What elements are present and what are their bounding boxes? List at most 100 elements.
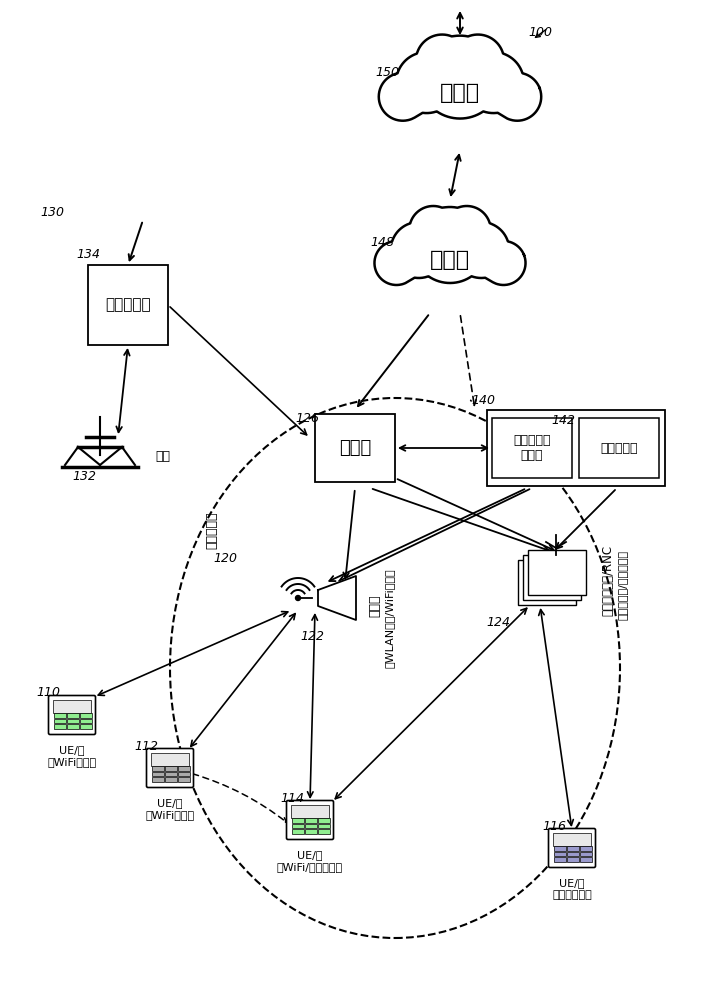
Bar [315,414,395,482]
Circle shape [493,73,541,121]
FancyBboxPatch shape [548,828,596,867]
Bar [54,713,66,718]
Text: 150: 150 [375,66,399,80]
Bar [292,824,304,828]
Bar [67,719,79,723]
Bar [580,846,592,851]
Bar [579,418,659,478]
Bar [567,846,579,851]
Text: 接入点: 接入点 [368,595,382,617]
Text: （WLAN系统/WiFi服务）: （WLAN系统/WiFi服务） [385,568,395,668]
Text: 路由器: 路由器 [339,439,371,457]
Bar [292,829,304,834]
Bar [567,857,579,862]
Bar [554,846,566,851]
Text: 因特网: 因特网 [430,250,470,270]
Bar [53,700,91,713]
Bar [152,766,164,771]
Bar [54,724,66,729]
Text: UE/站
（WiFi用户）: UE/站 （WiFi用户） [48,745,97,767]
Circle shape [430,207,470,247]
Text: 114: 114 [280,792,304,804]
FancyBboxPatch shape [146,748,193,788]
Bar [178,766,190,771]
Circle shape [391,222,447,278]
Circle shape [375,241,419,285]
Text: 142: 142 [551,414,575,428]
Bar [165,777,177,782]
Bar [580,852,592,856]
Text: 基站: 基站 [155,450,170,464]
Text: UE/站
（WiFi用户）: UE/站 （WiFi用户） [146,798,195,820]
Text: 112: 112 [134,740,158,752]
Bar [178,777,190,782]
Bar [80,719,92,723]
Bar [318,829,330,834]
Bar [152,772,164,776]
Circle shape [396,52,457,113]
Bar [88,265,168,345]
Bar [80,713,92,718]
Circle shape [296,595,301,600]
Text: 110: 110 [36,686,60,700]
Bar [291,805,329,818]
Bar [518,560,576,605]
Circle shape [412,207,488,283]
Text: 100: 100 [528,25,552,38]
Bar [292,818,304,823]
Bar [67,713,79,718]
Text: 小蜂屢小区: 小蜂屢小区 [205,511,218,549]
Text: 116: 116 [542,820,566,832]
Bar [580,857,592,862]
Bar [318,818,330,823]
Text: 系统控制器: 系统控制器 [105,298,151,312]
FancyBboxPatch shape [287,800,333,840]
Bar [487,410,665,486]
FancyBboxPatch shape [48,696,95,734]
Circle shape [438,36,482,79]
Text: 小蜂屢小区
控制器: 小蜂屢小区 控制器 [513,434,551,462]
Bar [178,772,190,776]
Bar [80,724,92,729]
Text: 切换管理器: 切换管理器 [600,442,638,454]
Circle shape [416,35,469,87]
Text: 148: 148 [370,236,394,249]
Text: 核心网: 核心网 [440,83,480,103]
Bar [554,857,566,862]
Polygon shape [318,576,356,620]
Bar [492,418,572,478]
Text: 124: 124 [486,615,510,629]
Bar [54,719,66,723]
Circle shape [379,73,427,121]
Bar [318,824,330,828]
Text: UE/站
（WiFi/毫微用户）: UE/站 （WiFi/毫微用户） [277,850,343,872]
Text: 132: 132 [72,471,96,484]
Circle shape [451,35,504,87]
Text: 140: 140 [471,393,495,406]
Text: 毫微蜂屢小区/RNC: 毫微蜂屢小区/RNC [602,544,614,616]
Text: 130: 130 [40,206,64,219]
Bar [523,555,581,600]
Bar [305,829,317,834]
Text: 126: 126 [295,412,319,424]
Text: UE/站
（毫微用户）: UE/站 （毫微用户） [552,878,592,900]
Text: （蜂屢系统/蜂屢服务）: （蜂屢系统/蜂屢服务） [618,550,628,620]
Circle shape [443,206,491,254]
Circle shape [481,241,525,285]
Bar [67,724,79,729]
Bar [152,777,164,782]
Bar [567,852,579,856]
Circle shape [463,52,524,113]
Text: 134: 134 [76,248,100,261]
Bar [553,833,591,846]
Bar [305,818,317,823]
Circle shape [419,36,501,119]
Circle shape [410,206,457,254]
Bar [554,852,566,856]
Text: 122: 122 [300,630,324,643]
Bar [165,772,177,776]
Circle shape [453,222,509,278]
Bar [528,550,586,595]
Bar [165,766,177,771]
Text: 120: 120 [213,552,237,564]
